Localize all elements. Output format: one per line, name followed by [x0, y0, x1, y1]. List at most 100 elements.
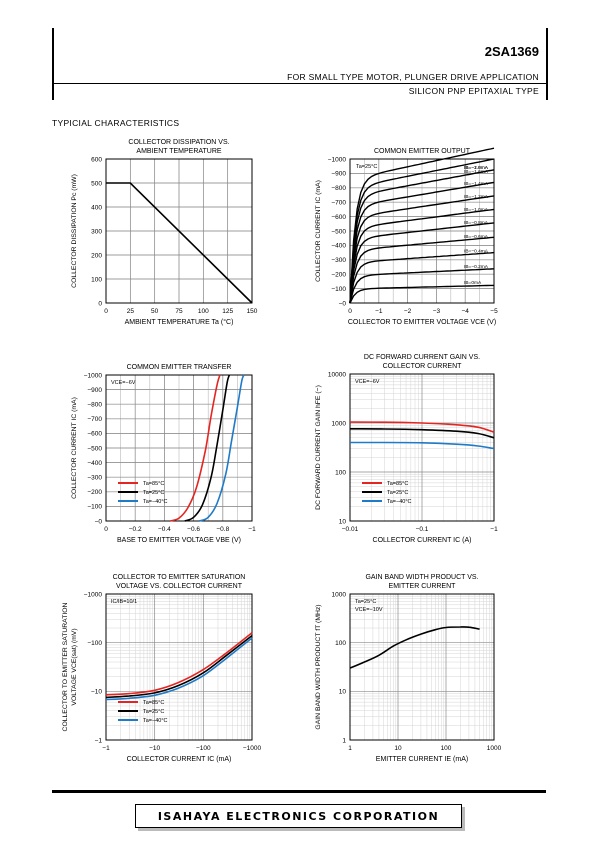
curve-label: IB=−2.0mA	[464, 165, 489, 171]
x-tick-label: −10	[149, 745, 160, 752]
series-line	[106, 182, 253, 304]
x-tick-label: 0	[104, 526, 108, 533]
condition-label: IC/IB=10/1	[111, 599, 137, 605]
output-curve	[349, 268, 495, 304]
output-curve	[349, 284, 494, 304]
y-tick-label: −100	[87, 504, 102, 511]
y-axis-label: DC FORWARD CURRENT GAIN hFE (−)	[315, 385, 322, 510]
output-curve	[349, 147, 495, 304]
x-tick-label: −2	[404, 308, 412, 315]
curve-label: IB=0mA	[464, 280, 482, 286]
y-tick-label: 100	[335, 469, 346, 476]
plot-border	[105, 158, 253, 304]
chart-title: VOLTAGE VS. COLLECTOR CURRENT	[116, 583, 243, 590]
series-line	[184, 374, 231, 522]
plot-border	[105, 593, 253, 741]
condition-label: Ta=25°C	[355, 599, 376, 605]
y-axis-label: GAIN BAND WIDTH PRODUCT fT (MHz)	[315, 604, 322, 729]
type-line: SILICON PNP EPITAXIAL TYPE	[408, 86, 539, 96]
chart-collector-dissipation: 0 25 50 75 100 125 150 0 100 200 300 400 500 600 COLLE…	[71, 139, 258, 326]
y-tick-label: 600	[91, 156, 102, 163]
chart-title: COMMON EMITTER OUTPUT	[374, 148, 471, 155]
series-line	[349, 626, 480, 669]
curve-label: IB=−1.2mA	[464, 194, 489, 200]
output-curve	[349, 236, 495, 304]
y-tick-label: 10	[339, 518, 347, 525]
legend-label: Ta=25°C	[387, 490, 408, 496]
y-tick-label: −900	[87, 387, 102, 394]
x-axis-label: EMITTER CURRENT IE (mA)	[376, 756, 468, 763]
legend-label: Ta=85°C	[143, 481, 164, 487]
chart-dc-current-gain: −0.01 −0.1 −1 10 100 1000 10000 DC FORWARD CURR…	[315, 354, 498, 544]
curve-label: IB=−1.8mA	[464, 165, 489, 171]
x-tick-label: 100	[198, 308, 209, 315]
x-tick-label: −1	[102, 745, 110, 752]
x-tick-label: −100	[196, 745, 211, 752]
header-left-border	[52, 28, 54, 100]
y-tick-label: 200	[91, 252, 102, 259]
y-tick-label: 400	[91, 204, 102, 211]
x-tick-label: 25	[127, 308, 135, 315]
y-axis-label: COLLECTOR DISSIPATION Pc (mW)	[71, 174, 78, 288]
plot-area	[350, 594, 494, 740]
header-right-border	[546, 28, 548, 100]
condition-label: Ta=25°C	[356, 164, 377, 170]
chart-title: COLLECTOR DISSIPATION VS.	[128, 139, 229, 146]
y-tick-label: −200	[331, 272, 346, 279]
plot-border	[349, 593, 495, 741]
chart-title: GAIN BAND WIDTH PRODUCT VS.	[365, 574, 478, 581]
y-tick-label: 1	[342, 737, 346, 744]
chart-title: DC FORWARD CURRENT GAIN VS.	[364, 354, 480, 361]
y-tick-label: −600	[87, 431, 102, 438]
output-curve	[349, 195, 495, 304]
footer-divider	[52, 790, 546, 793]
y-tick-label: −0	[95, 518, 103, 525]
x-axis-label: COLLECTOR CURRENT IC (mA)	[127, 756, 232, 763]
legend-label: Ta=85°C	[387, 481, 408, 487]
y-tick-label: −700	[331, 200, 346, 207]
y-tick-label: −10	[91, 689, 102, 696]
y-tick-label: 10000	[328, 371, 346, 378]
x-tick-label: 75	[175, 308, 183, 315]
curve-label: IB=−1.0mA	[464, 207, 489, 213]
chart-title: COLLECTOR TO EMITTER SATURATION	[113, 574, 246, 581]
condition-label: VCE=−6V	[355, 379, 380, 385]
plot-border	[349, 158, 495, 304]
legend-label: Ta=85°C	[143, 700, 164, 706]
x-axis-label: AMBIENT TEMPERATURE Ta (°C)	[125, 318, 234, 326]
x-tick-label: −0.01	[342, 526, 359, 533]
chart-saturation-voltage: −1 −10 −100 −1000 −1 −10 −100 −1000 COLLECTOR TO…	[62, 574, 262, 763]
x-axis-label: BASE TO EMITTER VOLTAGE VBE (V)	[117, 537, 241, 544]
x-tick-label: −1000	[243, 745, 262, 752]
y-tick-label: 100	[335, 640, 346, 647]
y-axis-label: COLLECTOR TO EMITTER SATURATION	[62, 602, 69, 731]
y-tick-label: −400	[331, 243, 346, 250]
x-tick-label: −5	[490, 308, 498, 315]
y-axis-label: COLLECTOR CURRENT IC (mA)	[315, 180, 322, 282]
x-tick-label: −1	[490, 526, 498, 533]
y-tick-label: 300	[91, 228, 102, 235]
y-tick-label: −600	[331, 214, 346, 221]
x-axis-label: COLLECTOR TO EMITTER VOLTAGE VCE (V)	[348, 319, 496, 326]
chart-common-emitter-output: 0 −1 −2 −3 −4 −5 −0 −100 −200 −300 −400 −500 −600 −70…	[315, 147, 498, 326]
company-logo: ISAHAYA ELECTRONICS CORPORATION	[135, 804, 462, 828]
y-tick-label: −700	[87, 416, 102, 423]
chart-gain-bandwidth: 1 10 100 1000 1 10 100 1000 GAIN BAND WIDTH PROD…	[315, 574, 502, 763]
series-line	[169, 374, 221, 522]
x-tick-label: 50	[151, 308, 159, 315]
y-tick-label: −100	[87, 640, 102, 647]
section-title: TYPICIAL CHARACTERISTICS	[52, 118, 180, 128]
y-axis-label: VOLTAGE VCE(sat) (mV)	[71, 628, 78, 705]
series-line	[105, 634, 253, 699]
y-tick-label: 1000	[332, 591, 347, 598]
output-curve	[349, 158, 495, 304]
y-tick-label: −800	[87, 402, 102, 409]
legend-label: Ta=−40°C	[143, 718, 168, 724]
plot-border	[349, 373, 495, 522]
output-curve	[349, 181, 495, 304]
series-line	[105, 637, 253, 701]
x-tick-label: −1	[375, 308, 383, 315]
curve-label: IB=−1.4mA	[464, 181, 489, 187]
y-tick-label: −300	[87, 475, 102, 482]
condition-label: VCE=−6V	[111, 380, 136, 386]
